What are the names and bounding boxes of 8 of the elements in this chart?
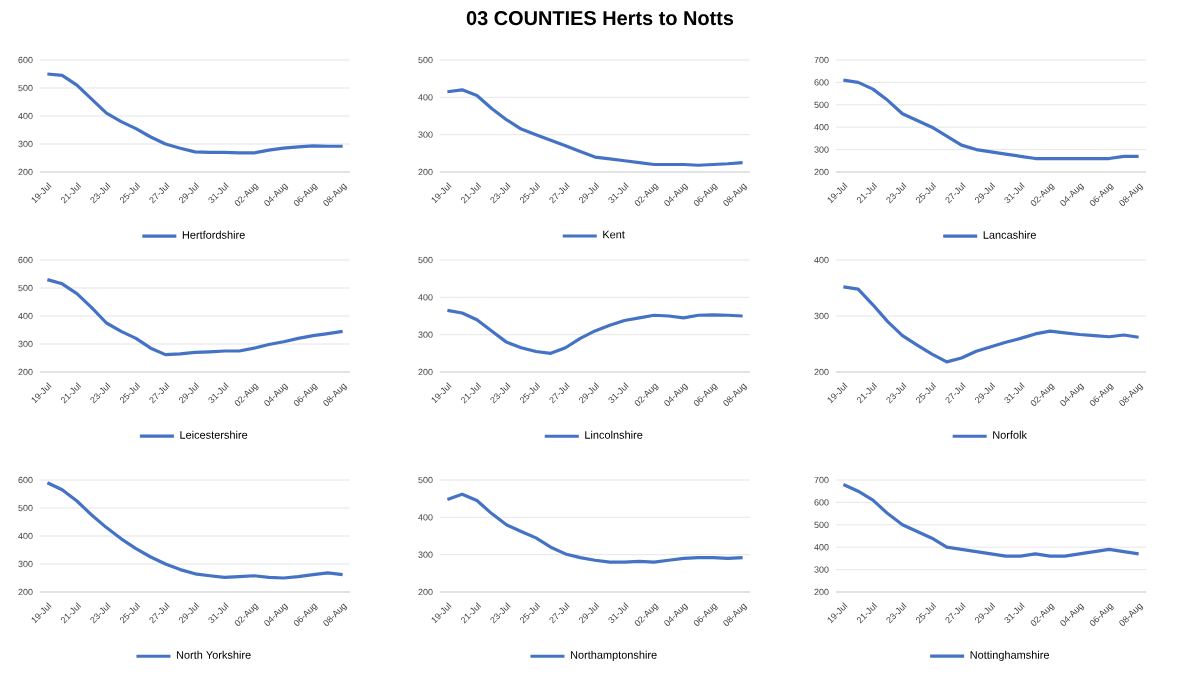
line-series	[45, 72, 345, 155]
line-series	[45, 481, 345, 580]
line-series	[445, 492, 745, 564]
line-series	[841, 482, 1141, 558]
line-series	[45, 277, 345, 357]
line-series	[445, 308, 745, 355]
chart-title: 03 COUNTIES Herts to Notts	[466, 11, 734, 26]
line-series	[841, 285, 1141, 364]
